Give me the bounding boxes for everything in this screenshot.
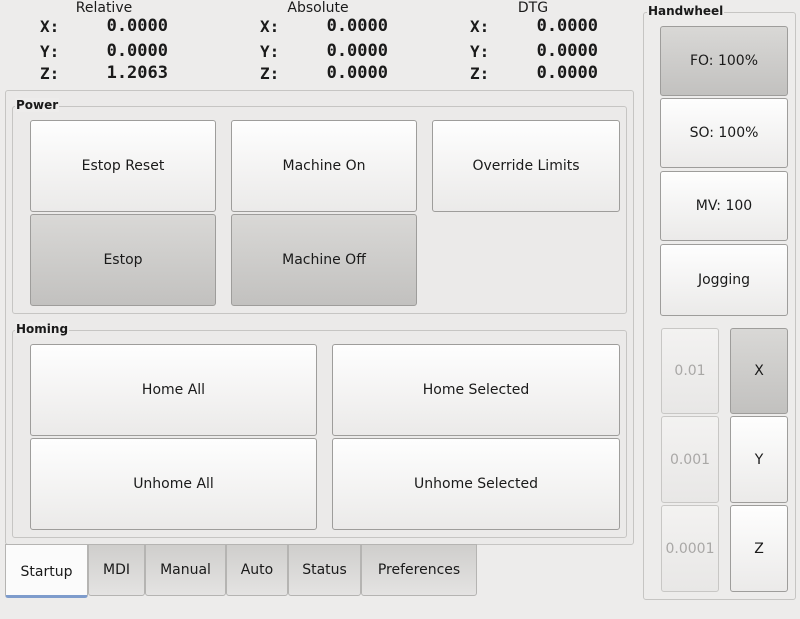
homing-group-title: Homing xyxy=(15,322,70,336)
axis-y-button[interactable]: Y xyxy=(730,416,788,503)
estop-reset-button[interactable]: Estop Reset xyxy=(30,120,216,212)
machine-off-button[interactable]: Machine Off xyxy=(231,214,417,306)
dro-rel-y-value: 0.0000 xyxy=(106,41,168,61)
power-group-title: Power xyxy=(15,98,60,112)
dro-rel-z-value: 1.2063 xyxy=(106,63,168,83)
feed-override-button[interactable]: FO: 100% xyxy=(660,26,788,96)
increment-0.01-button[interactable]: 0.01 xyxy=(661,328,719,414)
estop-button[interactable]: Estop xyxy=(30,214,216,306)
override-limits-button[interactable]: Override Limits xyxy=(432,120,620,212)
dro-dtg-z-value: 0.0000 xyxy=(536,63,598,83)
max-velocity-button[interactable]: MV: 100 xyxy=(660,171,788,241)
tab-startup[interactable]: Startup xyxy=(5,544,88,598)
power-group xyxy=(12,106,627,314)
tab-auto[interactable]: Auto xyxy=(226,544,288,596)
dro-dtg-x-value: 0.0000 xyxy=(536,16,598,36)
dro-rel-z-label: Z: xyxy=(40,64,60,83)
axis-x-button[interactable]: X xyxy=(730,328,788,414)
tab-manual[interactable]: Manual xyxy=(145,544,226,596)
dro-dtg-y-label: Y: xyxy=(470,42,490,61)
tab-preferences[interactable]: Preferences xyxy=(361,544,477,596)
dro-abs-x-label: X: xyxy=(260,17,280,36)
dro-rel-x-label: X: xyxy=(40,17,60,36)
tab-mdi[interactable]: MDI xyxy=(88,544,145,596)
tab-status[interactable]: Status xyxy=(288,544,361,596)
home-all-button[interactable]: Home All xyxy=(30,344,317,436)
handwheel-group-title: Handwheel xyxy=(647,4,725,18)
dro-dtg-z-label: Z: xyxy=(470,64,490,83)
dro-dtg-title: DTG xyxy=(517,0,549,16)
dro-dtg-y-value: 0.0000 xyxy=(536,41,598,61)
dro-abs-y-label: Y: xyxy=(260,42,280,61)
axis-z-button[interactable]: Z xyxy=(730,505,788,592)
home-selected-button[interactable]: Home Selected xyxy=(332,344,620,436)
homing-group xyxy=(12,330,627,538)
jogging-button[interactable]: Jogging xyxy=(660,244,788,316)
machine-on-button[interactable]: Machine On xyxy=(231,120,417,212)
dro-abs-x-value: 0.0000 xyxy=(326,16,388,36)
spindle-override-button[interactable]: SO: 100% xyxy=(660,98,788,168)
dro-rel-y-label: Y: xyxy=(40,42,60,61)
dro-abs-y-value: 0.0000 xyxy=(326,41,388,61)
dro-abs-z-label: Z: xyxy=(260,64,280,83)
unhome-selected-button[interactable]: Unhome Selected xyxy=(332,438,620,530)
increment-0.0001-button[interactable]: 0.0001 xyxy=(661,505,719,592)
dro-absolute-title: Absolute xyxy=(287,0,349,16)
dro-dtg-x-label: X: xyxy=(470,17,490,36)
dro-rel-x-value: 0.0000 xyxy=(106,16,168,36)
dro-abs-z-value: 0.0000 xyxy=(326,63,388,83)
dro-relative-title: Relative xyxy=(75,0,133,16)
increment-0.001-button[interactable]: 0.001 xyxy=(661,416,719,503)
unhome-all-button[interactable]: Unhome All xyxy=(30,438,317,530)
